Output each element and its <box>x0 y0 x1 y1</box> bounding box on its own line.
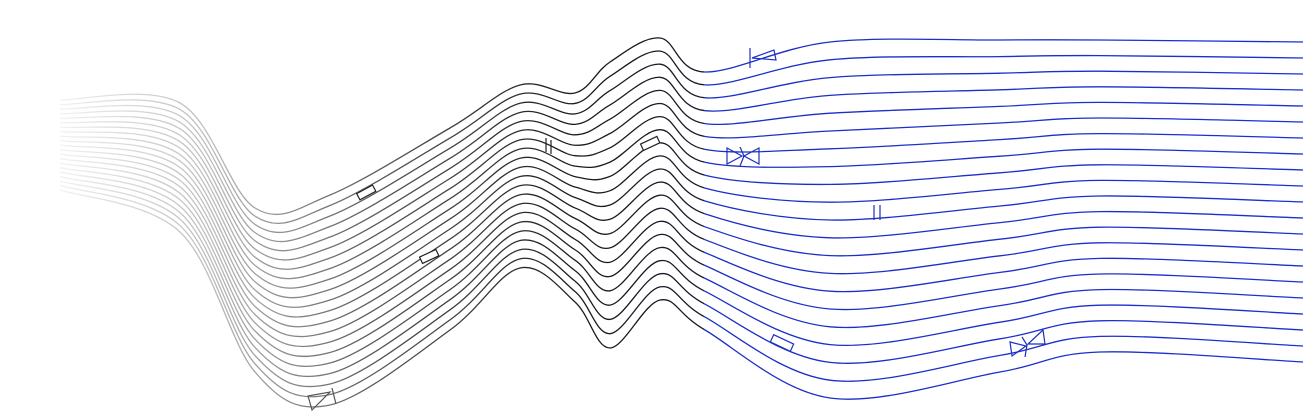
wave-line <box>59 115 1303 270</box>
resistor-symbol <box>418 248 440 265</box>
zener-symbol <box>1009 328 1046 358</box>
wave-line <box>59 144 1303 308</box>
wave-line <box>59 162 1303 348</box>
wave-line <box>59 89 1303 252</box>
wave-line <box>59 63 1303 233</box>
wave-line <box>59 139 1303 299</box>
capacitor-symbol <box>873 205 881 220</box>
wave-line <box>59 189 1303 408</box>
wave-line <box>59 129 1303 280</box>
diode-symbol <box>307 387 337 412</box>
wave-lines <box>59 37 1303 408</box>
wave-line <box>59 153 1303 328</box>
wave-line <box>59 148 1303 318</box>
wave-line <box>59 37 1303 216</box>
resistor-symbol <box>355 184 377 201</box>
capacitor-symbol <box>545 138 552 154</box>
circuit-symbols <box>307 48 1046 412</box>
wave-line <box>59 184 1303 398</box>
wave-line <box>59 180 1303 388</box>
wave-line <box>59 76 1303 243</box>
wave-line <box>59 171 1303 368</box>
wave-line <box>59 102 1303 261</box>
wave-line <box>59 50 1303 225</box>
zener-symbol <box>726 146 760 167</box>
resistor-symbol <box>769 333 795 353</box>
wave-line <box>59 175 1303 378</box>
resistor-symbol <box>639 135 661 152</box>
diode-symbol <box>749 48 777 68</box>
wave-line <box>59 157 1303 338</box>
wave-line <box>59 135 1303 289</box>
wave-line <box>59 166 1303 358</box>
